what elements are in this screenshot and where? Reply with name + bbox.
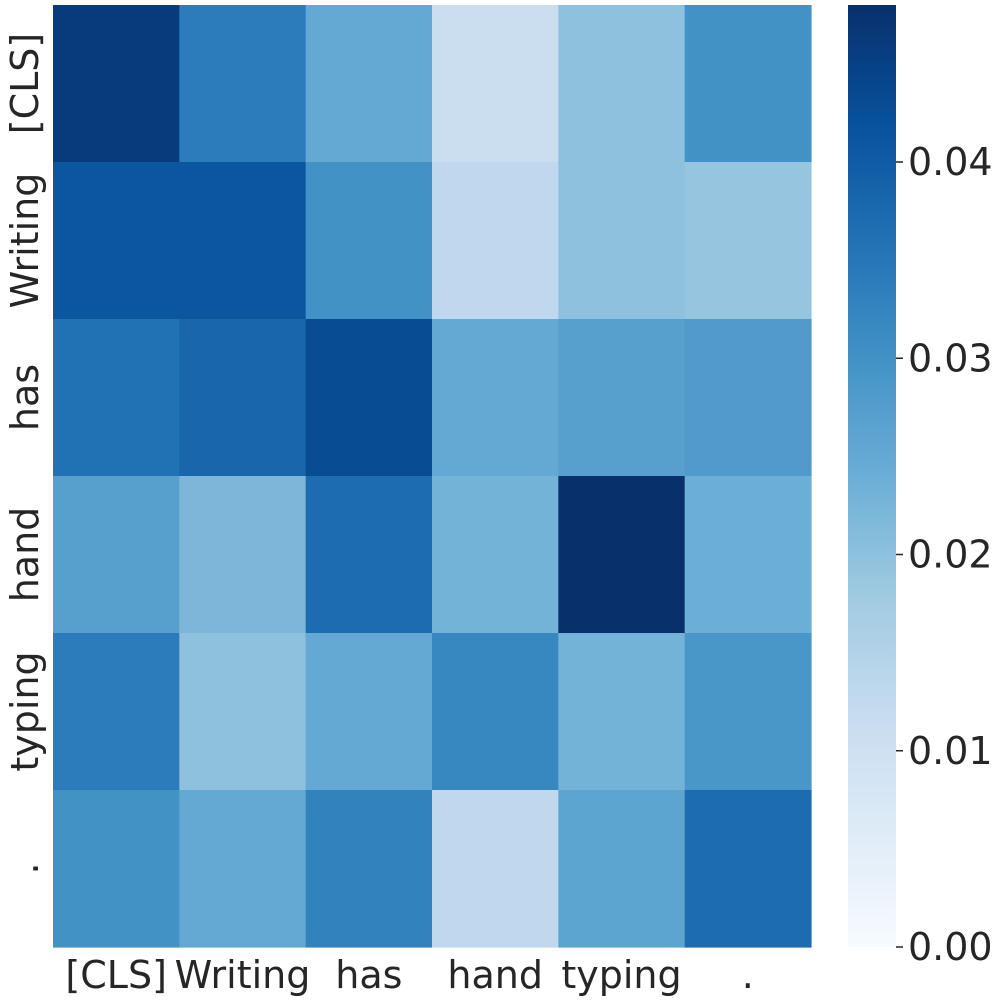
x-tick-label: Writing [175, 953, 311, 997]
heatmap-cell [179, 790, 307, 948]
y-tick-label: hand [3, 507, 47, 603]
heatmap-cell [684, 162, 812, 320]
heatmap-cell [305, 5, 433, 163]
heatmap-cell [432, 5, 559, 163]
heatmap-cell [558, 476, 686, 634]
heatmap-cell [558, 633, 686, 791]
heatmap-cell [684, 476, 812, 634]
heatmap-cell [432, 162, 559, 320]
heatmap-cell [558, 162, 686, 320]
heatmap-cell [305, 162, 433, 320]
x-tick-label: hand [447, 953, 543, 997]
colorbar-tick-label: 0.02 [908, 533, 993, 577]
colorbar [848, 5, 896, 947]
colorbar-tick-label: 0.03 [908, 336, 993, 380]
heatmap-cell [558, 5, 686, 163]
y-axis-tick-labels: [CLS] Writing has hand typing. [3, 33, 47, 875]
x-tick-label: typing [561, 953, 681, 997]
heatmap-cell [53, 5, 180, 163]
heatmap-cell [558, 790, 686, 948]
y-tick-label: [CLS] [3, 33, 47, 134]
heatmap-cell [432, 476, 559, 634]
heatmap-cell [684, 5, 812, 163]
x-axis-tick-labels: [CLS] Writing has hand typing. [65, 953, 753, 997]
colorbar-ticks: 0.00 0.01 0.02 0.03 0.04 [896, 140, 993, 969]
heatmap-cell [53, 790, 180, 948]
x-tick-label: [CLS] [65, 953, 166, 997]
heatmap-cell [53, 476, 180, 634]
heatmap-cell [305, 790, 433, 948]
x-tick-label: . [742, 953, 754, 997]
colorbar-tick-label: 0.00 [908, 925, 993, 969]
y-tick-label: Writing [3, 173, 47, 309]
heatmap-cell [305, 633, 433, 791]
heatmap-cell [179, 319, 307, 477]
heatmap-cell [432, 633, 559, 791]
heatmap-cell [684, 790, 812, 948]
x-tick-label: has [335, 953, 402, 997]
heatmap-cells [53, 5, 812, 948]
y-tick-label: typing [3, 651, 47, 771]
heatmap-cell [305, 319, 433, 477]
heatmap-cell [432, 319, 559, 477]
heatmap-cell [684, 633, 812, 791]
heatmap-cell [684, 319, 812, 477]
heatmap-cell [179, 5, 307, 163]
heatmap-cell [53, 162, 180, 320]
heatmap-cell [53, 319, 180, 477]
y-tick-label: . [3, 862, 47, 874]
colorbar-tick-label: 0.04 [908, 140, 993, 184]
colorbar-tick-label: 0.01 [908, 729, 993, 773]
heatmap-cell [558, 319, 686, 477]
heatmap-cell [305, 476, 433, 634]
y-tick-label: has [3, 364, 47, 431]
heatmap-cell [179, 476, 307, 634]
heatmap-cell [179, 162, 307, 320]
heatmap-cell [432, 790, 559, 948]
heatmap-cell [179, 633, 307, 791]
heatmap-cell [53, 633, 180, 791]
